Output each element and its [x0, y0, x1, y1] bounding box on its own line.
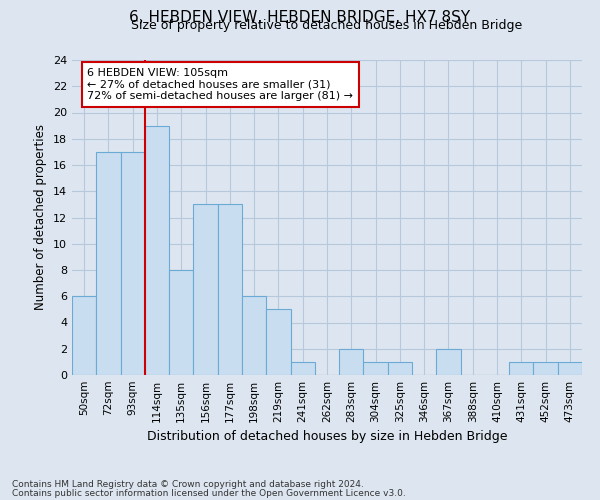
- Bar: [364, 362, 388, 375]
- Bar: [509, 362, 533, 375]
- Bar: [436, 349, 461, 375]
- Bar: [242, 296, 266, 375]
- Bar: [533, 362, 558, 375]
- Bar: [290, 362, 315, 375]
- Bar: [339, 349, 364, 375]
- Bar: [169, 270, 193, 375]
- Bar: [266, 310, 290, 375]
- Text: Contains public sector information licensed under the Open Government Licence v3: Contains public sector information licen…: [12, 489, 406, 498]
- Bar: [388, 362, 412, 375]
- Bar: [121, 152, 145, 375]
- Y-axis label: Number of detached properties: Number of detached properties: [34, 124, 47, 310]
- Bar: [72, 296, 96, 375]
- Bar: [218, 204, 242, 375]
- Bar: [96, 152, 121, 375]
- Title: Size of property relative to detached houses in Hebden Bridge: Size of property relative to detached ho…: [131, 20, 523, 32]
- Bar: [193, 204, 218, 375]
- Bar: [145, 126, 169, 375]
- Text: 6, HEBDEN VIEW, HEBDEN BRIDGE, HX7 8SY: 6, HEBDEN VIEW, HEBDEN BRIDGE, HX7 8SY: [130, 10, 470, 25]
- X-axis label: Distribution of detached houses by size in Hebden Bridge: Distribution of detached houses by size …: [147, 430, 507, 444]
- Text: 6 HEBDEN VIEW: 105sqm
← 27% of detached houses are smaller (31)
72% of semi-deta: 6 HEBDEN VIEW: 105sqm ← 27% of detached …: [88, 68, 353, 101]
- Bar: [558, 362, 582, 375]
- Text: Contains HM Land Registry data © Crown copyright and database right 2024.: Contains HM Land Registry data © Crown c…: [12, 480, 364, 489]
